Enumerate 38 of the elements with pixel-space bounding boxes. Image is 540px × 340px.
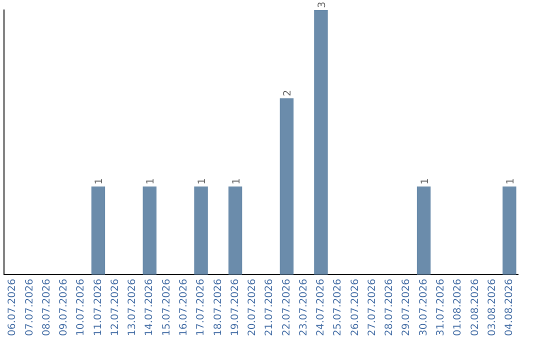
data-label: 1 (197, 178, 208, 184)
data-label: 3 (316, 2, 328, 8)
x-tick-label: 15.07.2026 (161, 278, 172, 336)
x-tick-label: 27.07.2026 (366, 278, 378, 336)
x-tick-label: 08.07.2026 (41, 278, 52, 336)
x-tick-label: 24.07.2026 (316, 278, 327, 336)
x-tick-label: 17.07.2026 (196, 278, 207, 336)
x-tick-label: 30.07.2026 (418, 278, 430, 336)
x-tick-label: 10.07.2026 (76, 278, 87, 336)
x-tick-label: 19.07.2026 (230, 278, 241, 336)
x-tick-label: 06.07.2026 (7, 278, 18, 336)
x-tick-label: 13.07.2026 (127, 278, 138, 336)
x-tick-label: 01.08.2026 (452, 278, 464, 336)
x-tick-label: 28.07.2026 (384, 278, 396, 336)
data-label: 1 (505, 178, 516, 184)
x-tick-label: 03.08.2026 (486, 278, 498, 336)
x-tick-label: 23.07.2026 (298, 278, 310, 336)
x-tick-label: 04.08.2026 (504, 278, 516, 336)
x-tick-label: 21.07.2026 (264, 278, 276, 336)
x-tick-label: 31.07.2026 (435, 278, 446, 336)
x-tick-label: 07.07.2026 (24, 278, 36, 336)
data-label: 1 (146, 178, 157, 184)
x-tick-label: 16.07.2026 (178, 278, 190, 336)
x-tick-label: 09.07.2026 (58, 278, 70, 336)
x-tick-label: 12.07.2026 (110, 278, 121, 336)
x-tick-label: 29.07.2026 (401, 278, 412, 336)
x-tick-label: 18.07.2026 (212, 278, 224, 336)
data-label: 1 (420, 178, 431, 184)
data-label: 1 (94, 178, 106, 184)
x-tick-label: 22.07.2026 (281, 278, 292, 336)
x-tick-label: 14.07.2026 (144, 278, 156, 336)
x-tick-label: 02.08.2026 (470, 278, 481, 336)
x-tick-label: 11.07.2026 (92, 278, 104, 336)
x-tick-label: 20.07.2026 (247, 278, 258, 336)
data-label: 1 (231, 178, 242, 184)
x-tick-label: 25.07.2026 (332, 278, 344, 336)
data-label: 2 (282, 90, 294, 96)
x-tick-label: 26.07.2026 (350, 278, 361, 336)
